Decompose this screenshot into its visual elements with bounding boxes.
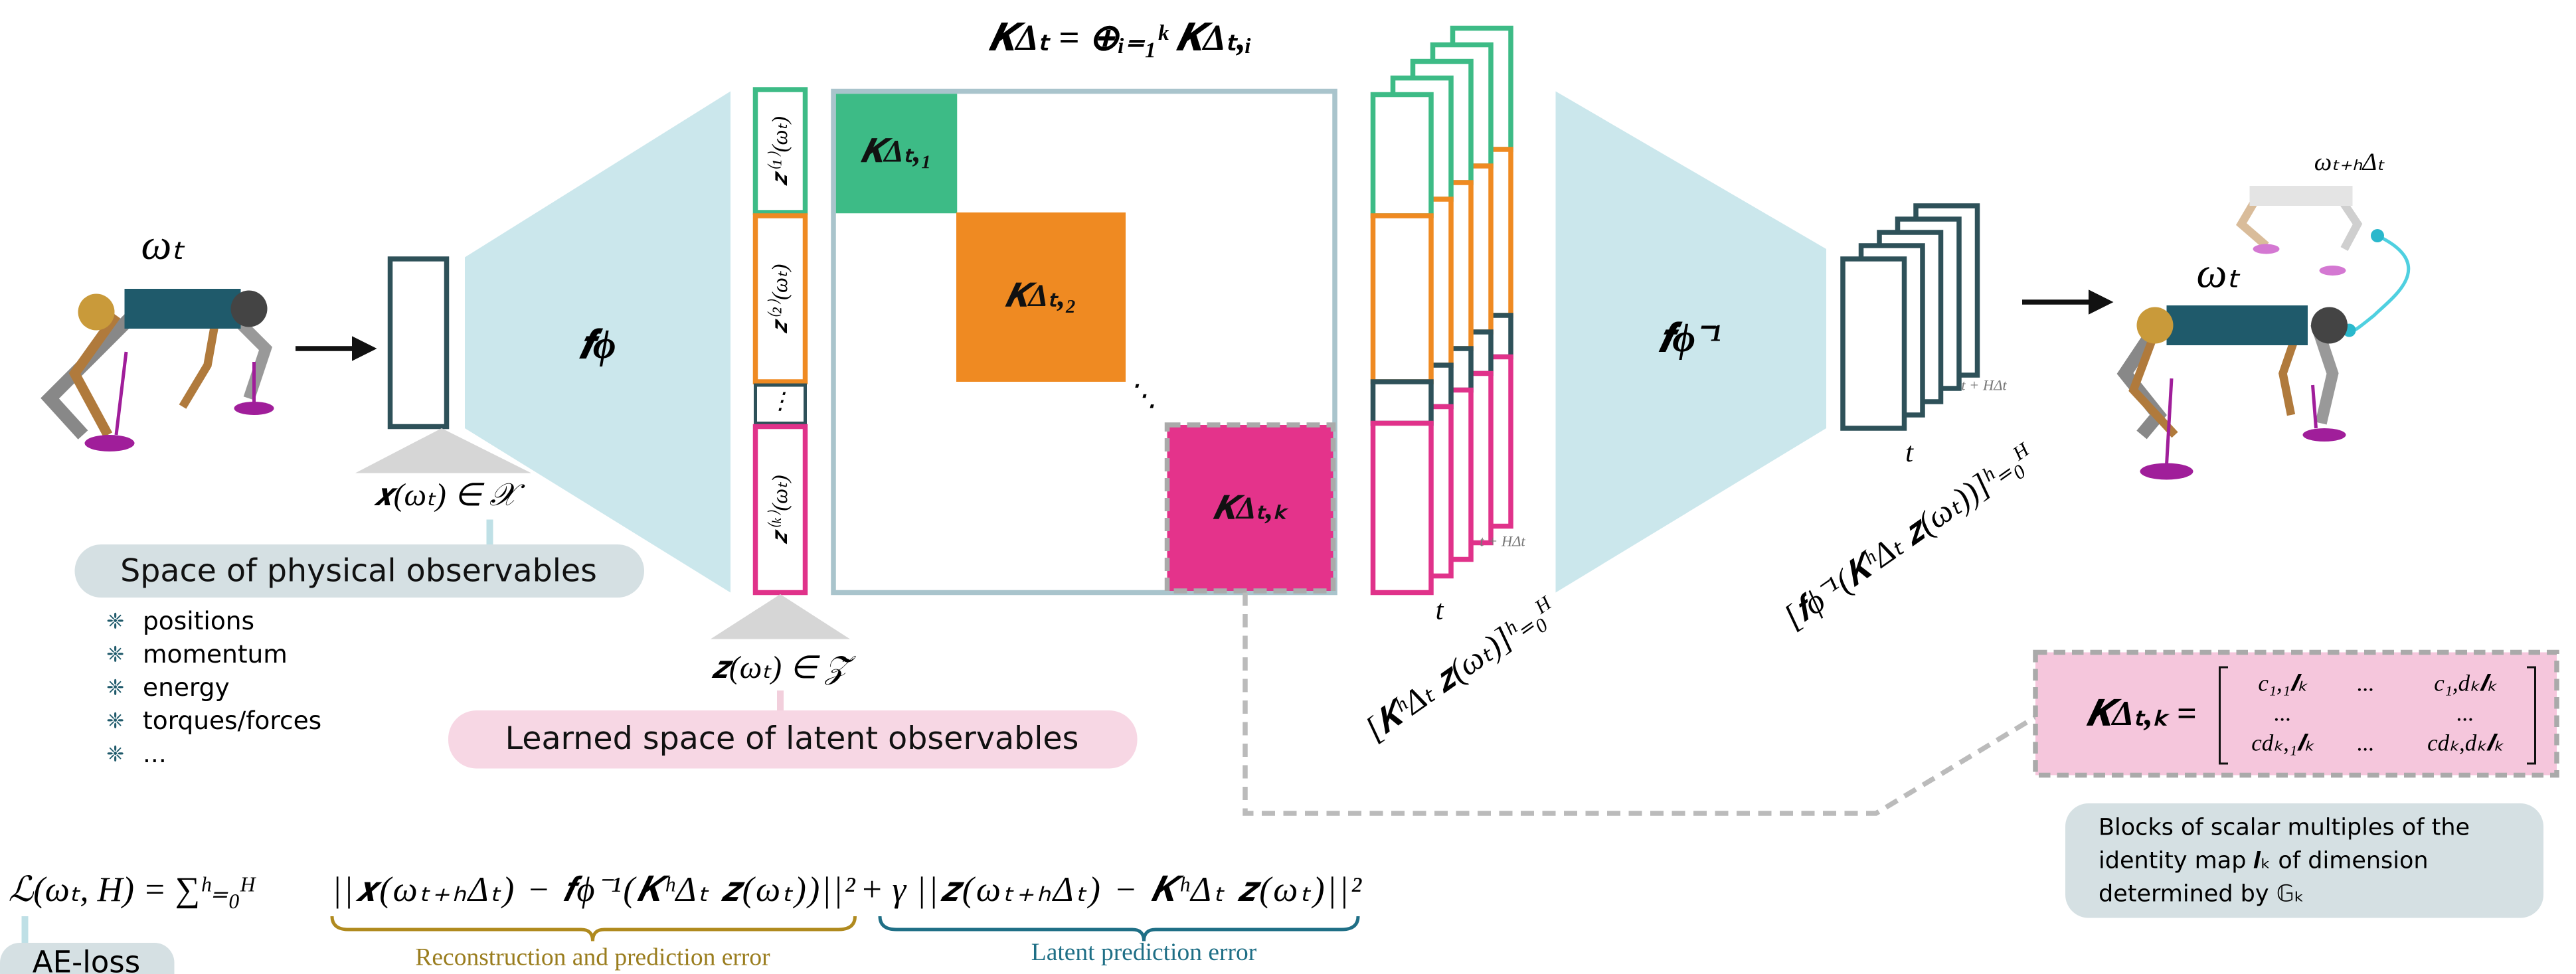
dashed-link (1243, 592, 2037, 816)
matrix-entry: ... (2456, 700, 2474, 726)
note-line: identity map 𝑰ₖ of dimension (2099, 848, 2429, 874)
latent-label: 𝒛⁽²⁾(ωₜ) (767, 264, 792, 334)
latent-space-label: 𝒛(ωₜ) ∈ 𝒵̃ (712, 651, 857, 685)
operator-block (835, 94, 958, 214)
list-item: torques/forces (143, 706, 321, 735)
projection (355, 428, 531, 473)
bullet: ❈ (106, 742, 124, 767)
latent-label: ⋮ (769, 388, 792, 414)
block-detail-lhs: 𝑲Δₜ,ₖ = (2086, 694, 2196, 733)
loss-plus: + γ (860, 870, 907, 909)
operator-block (1164, 422, 1336, 594)
decoder-label: 𝒇ϕ⁻¹ (1658, 316, 1721, 360)
rollout-label: [𝑲ʰΔₜ 𝒛(ωₜ)]ʰ₌₀ᴴ (1357, 589, 1563, 748)
loss-name: AE-loss (33, 945, 140, 974)
loss-pill (0, 943, 175, 974)
frame (1370, 379, 1434, 426)
bullet: ❈ (106, 675, 124, 700)
matrix-entry: cdₖ,₁𝑰ₖ (2251, 730, 2315, 756)
matrix-entry: c₁,dₖ𝑰ₖ (2434, 671, 2498, 696)
physical-space-pill (74, 544, 644, 598)
block-detail (2033, 649, 2559, 778)
latent-block (754, 383, 808, 426)
ellipsis: ⋱ (1128, 378, 1158, 412)
latent-block (752, 424, 808, 596)
robot-output (2116, 305, 2348, 480)
loss-lhs: ℒ(ωₜ, H) = ∑ʰ₌₀ᴴ (9, 870, 256, 909)
latent-block (752, 87, 808, 215)
encoder (465, 91, 730, 593)
loss-term: ||𝒙(ωₜ₊ₕΔₜ) − 𝒇ϕ⁻¹(𝑲ʰΔₜ 𝒛(ωₜ))||² (332, 870, 856, 909)
bracket (2219, 666, 2537, 765)
frame (1370, 213, 1434, 384)
time-label: t (1905, 437, 1914, 468)
decoder (1555, 91, 1826, 593)
note-line: determined by 𝔾ₖ (2099, 881, 2304, 908)
trajectory (2348, 234, 2411, 333)
bullet: ❈ (106, 642, 124, 667)
frame (1370, 92, 1434, 218)
operator-title: 𝑲Δₜ = ⊕ᵢ₌₁ᵏ 𝑲Δₜ,ᵢ (988, 17, 1252, 58)
note-line: Blocks of scalar multiples of the (2099, 815, 2470, 841)
observable-label: 𝒙(ωₜ) ∈ 𝒳 (373, 478, 525, 513)
bullet: ❈ (106, 609, 124, 634)
loss-term-label: Reconstruction and prediction error (415, 944, 770, 971)
state-label: ωₜ (2196, 249, 2241, 297)
encoder-label: 𝒇ϕ (578, 323, 616, 366)
matrix-entry: cdₖ,dₖ𝑰ₖ (2427, 730, 2504, 756)
block-label: 𝑲Δₜ,ₖ (1213, 491, 1289, 526)
latent-label: 𝒛⁽ᵏ⁾(ωₜ) (767, 475, 792, 544)
time-label: t + HΔt (1961, 377, 2007, 394)
brace (330, 916, 857, 941)
time-label: t + HΔt (1480, 533, 1525, 550)
brace (878, 916, 1360, 941)
list-item: momentum (143, 639, 288, 669)
operator-block (956, 212, 1126, 382)
projection (711, 594, 850, 639)
input-vector (387, 256, 450, 430)
list-item: ... (143, 739, 167, 768)
note-pill (2065, 803, 2543, 918)
future-state-label: ωₜ₊ₕΔₜ (2314, 149, 2385, 176)
latent-space-pill (448, 710, 1138, 769)
latent-space-name: Learned space of latent observables (505, 720, 1079, 757)
state-label: ωₜ (141, 221, 185, 269)
list-item: positions (143, 606, 254, 635)
loss-term: ||𝒛(ωₜ₊ₕΔₜ) − 𝑲ʰΔₜ 𝒛(ωₜ)||² (916, 870, 1362, 909)
loss-term-label: Latent prediction error (1031, 939, 1257, 966)
list-item: energy (143, 673, 230, 702)
robot-input (41, 289, 274, 451)
physical-space-label: Space of physical observables (120, 553, 597, 590)
matrix-entry: ... (2274, 700, 2291, 726)
time-label: t (1436, 594, 1444, 625)
robot-future (2235, 186, 2363, 276)
matrix-entry: ... (2357, 730, 2374, 756)
frame (1840, 256, 1907, 431)
matrix-entry: c₁,₁𝑰ₖ (2258, 671, 2308, 696)
block-label: 𝑲Δₜ,₂ (1005, 279, 1076, 313)
latent-label: 𝒛⁽¹⁾(ωₜ) (767, 116, 792, 186)
bullet: ❈ (106, 708, 124, 734)
matrix-entry: ... (2357, 671, 2374, 696)
latent-block (752, 213, 808, 384)
block-label: 𝑲Δₜ,₁ (861, 134, 932, 169)
frame (1370, 420, 1434, 596)
